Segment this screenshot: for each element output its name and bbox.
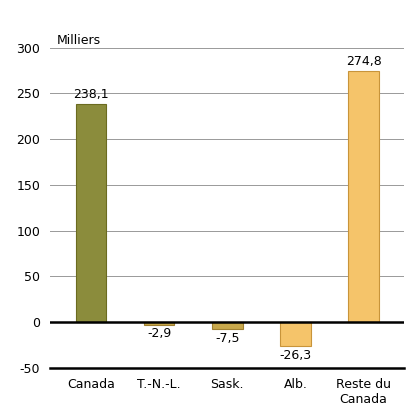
Bar xyxy=(75,104,106,322)
Text: -7,5: -7,5 xyxy=(215,332,239,345)
Text: -26,3: -26,3 xyxy=(279,349,311,362)
Bar xyxy=(212,322,243,329)
Bar xyxy=(348,71,379,322)
Text: Milliers: Milliers xyxy=(57,34,101,47)
Text: 238,1: 238,1 xyxy=(73,89,109,102)
Bar xyxy=(144,322,174,325)
Text: 274,8: 274,8 xyxy=(346,55,382,68)
Bar xyxy=(280,322,311,346)
Text: -2,9: -2,9 xyxy=(147,327,171,341)
